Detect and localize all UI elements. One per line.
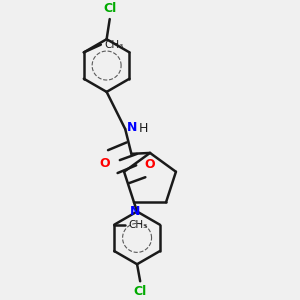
- Text: O: O: [144, 158, 155, 171]
- Text: CH₃: CH₃: [104, 40, 123, 50]
- Text: O: O: [99, 157, 110, 169]
- Text: N: N: [127, 121, 137, 134]
- Text: Cl: Cl: [134, 285, 147, 298]
- Text: H: H: [139, 122, 148, 135]
- Text: Cl: Cl: [103, 2, 116, 15]
- Text: N: N: [130, 205, 141, 218]
- Text: CH₃: CH₃: [129, 220, 148, 230]
